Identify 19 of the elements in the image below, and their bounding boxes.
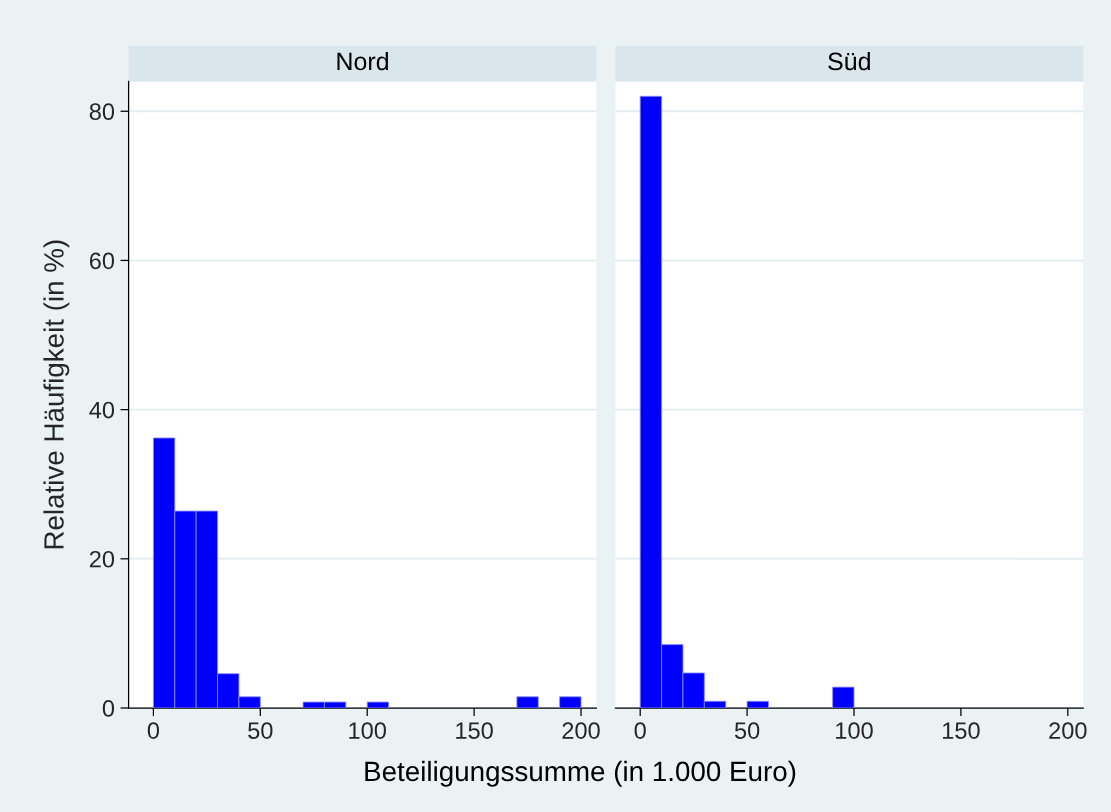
x-tick-label: 200 <box>1049 722 1087 739</box>
y-tick-label: 40 <box>89 401 115 419</box>
x-tick-label: 50 <box>248 722 273 739</box>
x-tick-label: 0 <box>634 722 646 739</box>
x-axis-title: Beteiligungssumme (in 1.000 Euro) <box>365 760 796 787</box>
x-tick-label: 150 <box>943 722 980 739</box>
x-tick-label: 0 <box>147 722 160 739</box>
x-tick-label: 100 <box>836 722 873 739</box>
y-tick-label: 80 <box>89 103 115 121</box>
chart-title: Süd <box>828 51 870 71</box>
x-tick-label: 200 <box>562 722 600 739</box>
y-axis-title: Relative Häufigkeit (in %) <box>43 240 70 549</box>
x-tick-label: 100 <box>349 722 386 739</box>
chart-title: Nord <box>337 51 388 71</box>
y-tick-label: 20 <box>89 550 115 568</box>
x-tick-label: 50 <box>734 722 760 739</box>
y-tick-label: 0 <box>102 700 115 717</box>
y-tick-label: 60 <box>89 252 115 270</box>
x-tick-label: 150 <box>456 722 493 739</box>
